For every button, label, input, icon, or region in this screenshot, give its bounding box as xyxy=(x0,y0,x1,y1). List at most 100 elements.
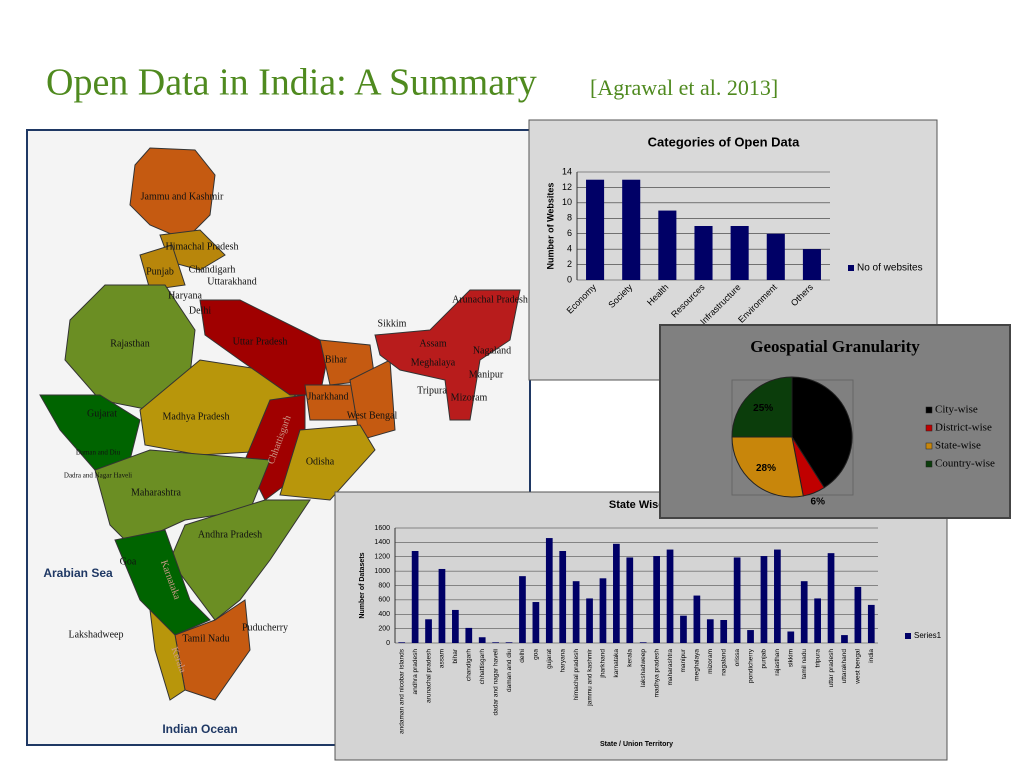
bar xyxy=(760,556,768,643)
map-label: Punjab xyxy=(146,266,174,277)
map-label: Tripura xyxy=(417,385,447,396)
bar xyxy=(599,578,607,643)
bar xyxy=(653,556,660,643)
x-tick-label: tamil nadu xyxy=(801,649,808,679)
bar xyxy=(666,549,674,643)
y-axis-label: Number of Websites xyxy=(545,183,555,270)
x-tick-label: karnataka xyxy=(613,649,620,678)
map-label: Jammu and Kashmir xyxy=(141,191,224,202)
y-tick-label: 600 xyxy=(378,597,390,604)
y-tick-label: 1000 xyxy=(374,568,390,575)
map-label: Daman and Diu xyxy=(76,449,121,457)
chart-panel: Geospatial Granularity City-wise 6% Distric… xyxy=(659,324,1011,519)
bar xyxy=(706,619,714,643)
bar xyxy=(622,179,641,280)
bar xyxy=(505,642,513,643)
y-tick-label: 6 xyxy=(567,228,572,238)
map-label: Tamil Nadu xyxy=(182,633,229,644)
legend-label: Series1 xyxy=(914,631,942,640)
y-tick-label: 12 xyxy=(562,182,572,192)
region xyxy=(149,608,186,701)
y-tick-label: 0 xyxy=(567,274,572,284)
y-tick-label: 1600 xyxy=(374,525,390,532)
x-tick-label: orissa xyxy=(734,649,741,667)
x-axis-label: State / Union Territory xyxy=(600,741,673,748)
x-tick-label: lakshadweep xyxy=(640,649,647,687)
data-label: 6% xyxy=(811,497,826,508)
map-label: Uttarakhand xyxy=(207,276,256,287)
y-tick-label: 2 xyxy=(567,259,572,269)
region xyxy=(129,147,216,241)
map-label: Indian Ocean xyxy=(162,722,237,736)
bar xyxy=(639,642,647,643)
pie-slice xyxy=(731,376,793,438)
region xyxy=(279,424,376,501)
region xyxy=(374,289,521,421)
x-tick-label: andaman and nicobar islands xyxy=(398,648,405,734)
y-tick-label: 800 xyxy=(378,582,390,589)
map: Jammu and Kashmir Himachal Pradesh Punjab C… xyxy=(26,129,531,746)
x-tick-label: sikkim xyxy=(788,649,795,667)
map-label: Gujarat xyxy=(87,408,117,419)
x-tick-label: goa xyxy=(533,649,540,660)
map-label: Maharashtra xyxy=(131,487,182,498)
y-tick-label: 10 xyxy=(562,197,572,207)
bar xyxy=(613,543,620,643)
bar xyxy=(854,586,862,643)
chart-title: Categories of Open Data xyxy=(648,134,800,149)
data-label: 28% xyxy=(756,463,776,474)
bar xyxy=(766,233,785,280)
chart-title: Geospatial Granularity xyxy=(750,337,920,356)
pie-slice xyxy=(731,436,804,498)
y-tick-label: 1400 xyxy=(374,539,390,546)
bar xyxy=(465,627,473,643)
y-tick-label: 8 xyxy=(567,213,572,223)
x-tick-label: uttarakhand xyxy=(841,649,848,684)
legend-label: City-wise xyxy=(935,404,978,416)
bar xyxy=(747,630,754,643)
y-tick-label: 4 xyxy=(567,244,572,254)
map-label: Himachal Pradesh xyxy=(165,241,238,252)
bar xyxy=(693,595,701,643)
x-tick-label: chhattisgarh xyxy=(479,649,486,685)
bar xyxy=(586,179,605,280)
bar xyxy=(478,637,486,643)
x-tick-label: tripura xyxy=(814,649,821,668)
bar xyxy=(545,538,553,643)
x-tick-label: delhi xyxy=(519,649,526,663)
bar xyxy=(720,620,728,643)
title: Open Data in India: A Summary xyxy=(46,62,537,104)
x-tick-label: india xyxy=(868,649,875,663)
y-tick-label: 1200 xyxy=(374,554,390,561)
bar xyxy=(492,642,499,643)
map-label: Odisha xyxy=(306,456,335,467)
x-tick-label: chandigarh xyxy=(466,649,473,682)
chart-panel: State Wise Survey02004006008001000120014… xyxy=(334,491,948,761)
legend-label: Country-wise xyxy=(935,458,995,470)
map-label: Rajasthan xyxy=(110,338,149,349)
bar xyxy=(572,581,580,643)
x-tick-label: assam xyxy=(439,649,446,668)
bar xyxy=(438,568,446,643)
bar xyxy=(658,210,677,280)
x-tick-label: west bengal xyxy=(855,648,862,684)
x-tick-label: manipur xyxy=(680,648,687,672)
x-tick-label: jharkhand xyxy=(600,649,607,679)
map-label: Puducherry xyxy=(242,622,288,633)
y-axis-label: Number of Datasets xyxy=(359,552,366,618)
bar xyxy=(730,226,749,280)
legend-label: No of websites xyxy=(857,263,923,274)
x-tick-label: haryana xyxy=(559,649,566,673)
legend-label: District-wise xyxy=(935,422,992,434)
map-label: Assam xyxy=(419,338,446,349)
map-label: Goa xyxy=(120,556,137,567)
bar xyxy=(733,557,741,643)
map-label: Manipur xyxy=(469,369,504,380)
map-label: Bihar xyxy=(325,354,348,365)
bar xyxy=(586,598,593,643)
bar xyxy=(694,226,713,280)
bar xyxy=(559,551,567,643)
x-tick-label: rajasthan xyxy=(774,649,781,676)
x-tick-label: maharashtra xyxy=(667,649,674,686)
